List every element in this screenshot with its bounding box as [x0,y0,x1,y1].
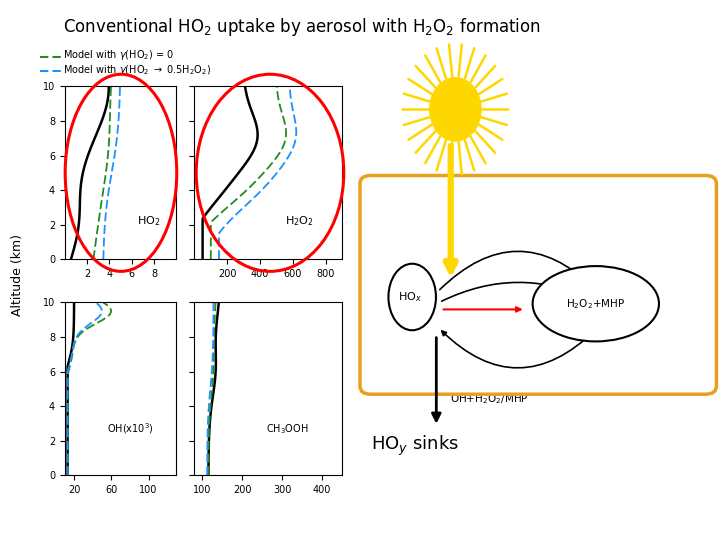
Text: Model with $\gamma$(HO$_2$) = 0: Model with $\gamma$(HO$_2$) = 0 [63,48,174,62]
Circle shape [430,78,481,141]
Text: HO$_x$: HO$_x$ [397,290,421,304]
Text: OH+HO$_2$: OH+HO$_2$ [450,379,497,393]
Text: HO$_2$(aq)+HO$_2$(aq): HO$_2$(aq)+HO$_2$(aq) [443,310,519,323]
Text: OH(x10$^3$): OH(x10$^3$) [107,421,153,435]
Text: HO$_2$: HO$_2$ [138,214,161,228]
Text: Model with $\gamma$(HO$_2$ $\rightarrow$ 0.5H$_2$O$_2$): Model with $\gamma$(HO$_2$ $\rightarrow$… [63,63,212,77]
Text: HO$_2$(g)+HO$_2$(g): HO$_2$(g)+HO$_2$(g) [482,231,552,244]
Text: Altitude (km): Altitude (km) [12,234,24,316]
Text: HO$_y$ sinks: HO$_y$ sinks [371,434,459,457]
Text: HO$_2$+CH$_2$O$_2$: HO$_2$+CH$_2$O$_2$ [476,264,532,276]
Text: H$_2$O$_2$+MHP: H$_2$O$_2$+MHP [566,297,626,310]
Circle shape [533,266,659,341]
Text: $h\nu$: $h\nu$ [437,238,451,254]
Circle shape [389,264,436,330]
Text: OH+H$_2$O$_2$/MHP: OH+H$_2$O$_2$/MHP [450,393,528,407]
Text: HO$_y$: HO$_y$ [665,214,717,245]
Text: H$_2$O$_2$: H$_2$O$_2$ [284,214,313,228]
Text: Conventional HO$_2$ uptake by aerosol with H$_2$O$_2$ formation: Conventional HO$_2$ uptake by aerosol wi… [63,16,541,38]
Text: CH$_3$OOH: CH$_3$OOH [266,422,309,436]
